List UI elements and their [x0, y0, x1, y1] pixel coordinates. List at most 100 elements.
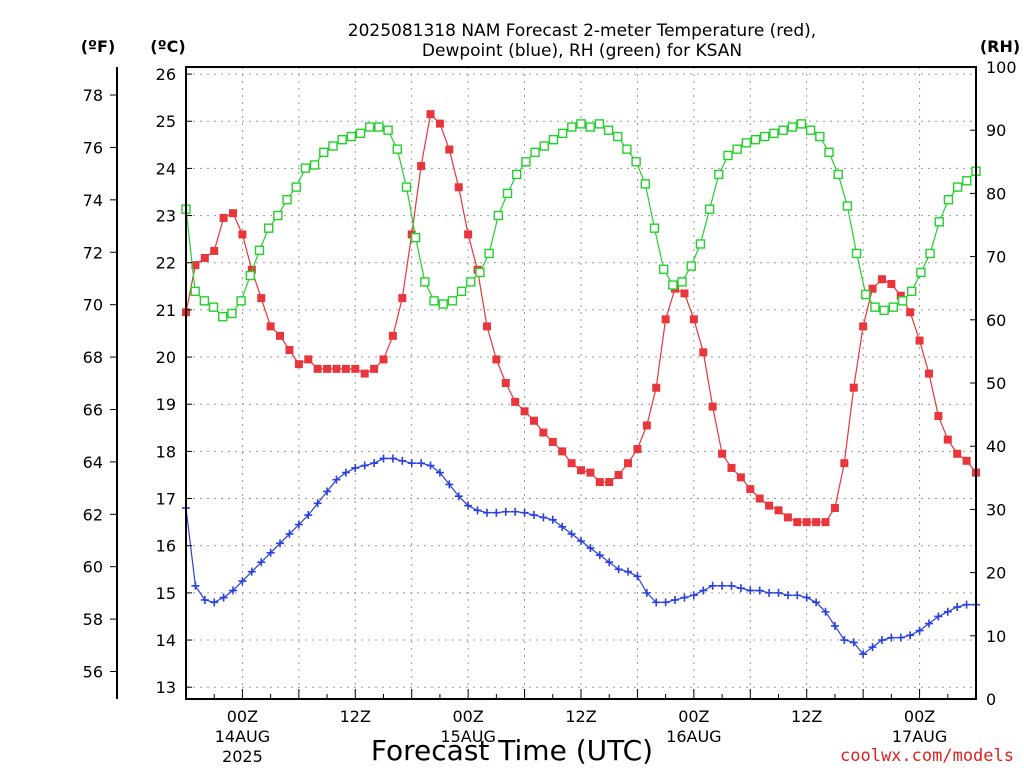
rh-data-point — [943, 195, 954, 205]
temperature-data-point — [323, 364, 332, 373]
dewpoint-data-point — [821, 607, 830, 616]
temperature-data-point — [868, 284, 877, 293]
temperature-data-point — [511, 397, 520, 406]
rh-data-point — [732, 144, 742, 154]
rh-data-point — [769, 128, 779, 139]
temperature-data-point — [642, 421, 651, 430]
x-date-label: 16AUG — [666, 727, 721, 746]
rh-data-point — [851, 248, 862, 259]
rh-data-point — [227, 308, 237, 319]
dewpoint-data-point — [793, 591, 802, 600]
temperature-data-point — [699, 348, 708, 357]
temperature-data-point — [924, 369, 933, 378]
rh-data-point — [760, 131, 770, 142]
dewpoint-data-point — [219, 593, 228, 602]
dewpoint-data-point — [304, 511, 313, 520]
temperature-data-point — [586, 468, 595, 477]
dewpoint-data-point — [718, 581, 727, 590]
x-tick-label: 00Z — [678, 707, 709, 726]
temperature-data-point — [680, 289, 689, 298]
temperature-data-point — [398, 294, 407, 303]
rh-data-point — [695, 239, 706, 249]
rh-data-point — [576, 119, 586, 129]
temperature-data-point — [821, 518, 830, 527]
rh-data-point — [365, 122, 375, 132]
axes-layer: 56 58 60 62 64 66 68 70 72 74 76 78 13 14 15 16 17 18 19 20… — [83, 58, 1017, 766]
celsius-tick-label: 25 — [156, 112, 176, 131]
temperature-data-point — [661, 315, 670, 324]
dewpoint-data-point — [680, 593, 689, 602]
rh-data-point — [613, 131, 623, 142]
temperature-data-point — [435, 119, 444, 128]
dewpoint-data-point — [934, 612, 943, 621]
rh-data-point — [585, 122, 595, 132]
temperature-data-point — [595, 478, 604, 487]
celsius-tick-label: 18 — [156, 442, 176, 461]
dewpoint-data-point — [868, 643, 877, 652]
rh-data-point — [778, 125, 788, 135]
dewpoint-data-point — [464, 501, 473, 510]
rh-data-point — [723, 150, 733, 161]
dewpoint-data-point — [370, 459, 379, 468]
rh-data-point — [658, 264, 669, 274]
rh-data-point — [557, 128, 568, 139]
temperature-data-point — [210, 246, 219, 255]
dewpoint-data-point — [210, 598, 219, 607]
rh-data-point — [668, 280, 678, 290]
rh-data-point — [511, 169, 522, 180]
temperature-data-point — [943, 435, 952, 444]
x-tick-label: 12Z — [340, 707, 371, 726]
fahrenheit-tick-label: 72 — [83, 243, 103, 262]
dewpoint-data-point — [652, 598, 661, 607]
x-tick-label: 12Z — [565, 707, 596, 726]
celsius-tick-label: 22 — [156, 254, 176, 273]
dewpoint-data-point — [323, 487, 332, 496]
rh-data-point — [796, 119, 807, 129]
dewpoint-data-point — [379, 454, 388, 463]
temperature-data-point — [304, 355, 313, 364]
rh-data-point — [521, 157, 531, 167]
rh-data-point — [548, 134, 559, 145]
rh-data-point — [842, 201, 853, 211]
rh-data-point — [374, 122, 384, 132]
temperature-data-point — [802, 518, 811, 527]
temperature-data-point — [464, 230, 473, 239]
dewpoint-data-point — [529, 511, 538, 520]
temperature-data-point — [360, 369, 369, 378]
temperature-data-point — [219, 213, 228, 222]
rh-data-point — [429, 296, 439, 306]
dewpoint-data-point — [595, 551, 604, 560]
dewpoint-data-point — [351, 463, 360, 472]
temperature-data-point — [520, 407, 529, 416]
dewpoint-data-point — [482, 508, 491, 517]
dewpoint-data-point — [398, 456, 407, 465]
rh-data-point — [952, 182, 963, 192]
dewpoint-data-point — [285, 529, 294, 538]
rh-data-point — [218, 311, 228, 322]
temperature-data-point — [313, 364, 322, 373]
x-tick-label: 00Z — [904, 707, 935, 726]
rh-data-point — [263, 223, 274, 233]
rh-data-point — [420, 277, 430, 287]
rh-data-point — [236, 296, 246, 306]
rh-data-point — [567, 122, 577, 132]
dewpoint-data-point — [943, 607, 952, 616]
temperature-data-point — [332, 364, 341, 373]
dewpoint-data-point — [266, 548, 275, 557]
dewpoint-data-point — [454, 492, 463, 501]
dewpoint-data-point — [774, 588, 783, 597]
fahrenheit-unit-label: (ºF) — [81, 37, 116, 56]
dewpoint-data-point — [953, 603, 962, 612]
temperature-data-point — [830, 503, 839, 512]
rh-data-point — [309, 160, 320, 170]
temperature-data-point — [200, 254, 209, 263]
rh-data-point — [622, 144, 632, 154]
temperature-data-point — [238, 230, 247, 239]
rh-data-point — [631, 157, 641, 167]
dewpoint-data-point — [840, 636, 849, 645]
rh-data-point — [916, 267, 926, 278]
fahrenheit-tick-label: 70 — [83, 296, 103, 315]
fahrenheit-tick-label: 56 — [83, 662, 103, 681]
rh-data-point — [897, 296, 908, 306]
temperature-data-point — [689, 315, 698, 324]
